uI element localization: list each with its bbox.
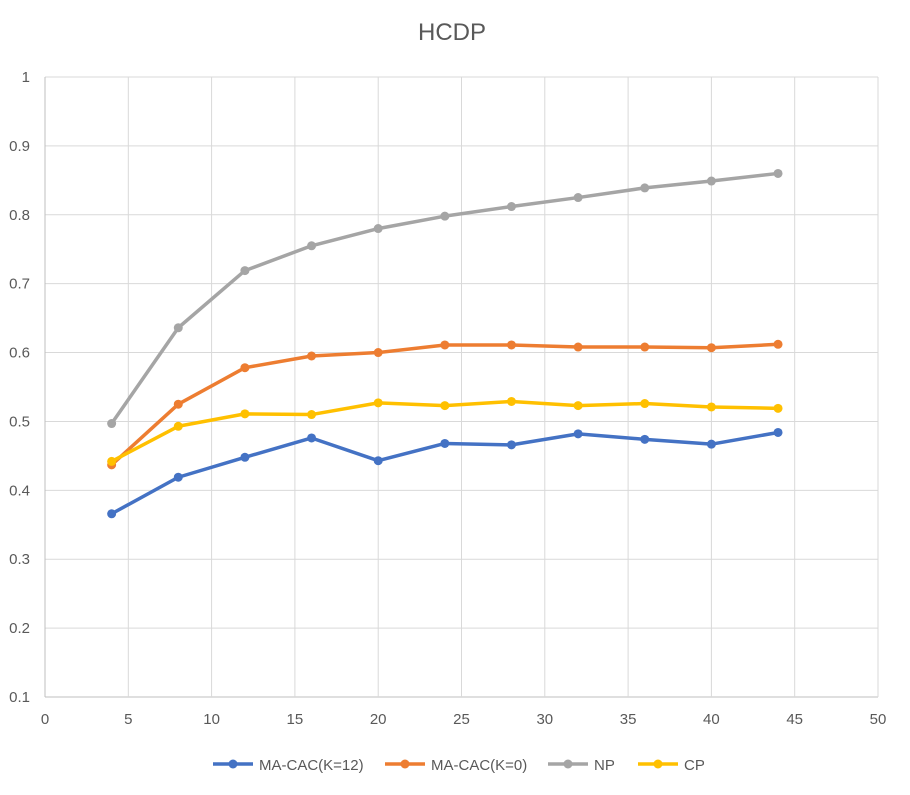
data-point — [573, 193, 583, 203]
x-tick-label: 0 — [41, 711, 49, 728]
data-point — [173, 421, 183, 431]
data-point — [240, 452, 250, 462]
x-tick-label: 25 — [453, 711, 470, 728]
data-point — [573, 342, 583, 352]
data-point — [640, 434, 650, 444]
data-point — [107, 419, 117, 429]
data-point — [173, 323, 183, 333]
data-point — [506, 340, 516, 350]
legend-label: NP — [594, 757, 615, 774]
data-point — [506, 396, 516, 406]
data-point — [706, 402, 716, 412]
legend-marker — [563, 759, 573, 769]
x-tick-label: 15 — [287, 711, 304, 728]
series-layer — [107, 168, 783, 519]
series-1 — [107, 339, 783, 470]
data-point — [773, 168, 783, 178]
data-point — [440, 401, 450, 411]
y-tick-label: 0.7 — [9, 276, 30, 293]
y-tick-label: 0.9 — [9, 138, 30, 155]
y-tick-label: 0.2 — [9, 620, 30, 637]
data-point — [440, 340, 450, 350]
data-point — [773, 427, 783, 437]
x-tick-label: 35 — [620, 711, 637, 728]
x-tick-label: 5 — [124, 711, 132, 728]
legend: MA-CAC(K=12) MA-CAC(K=0) NP CP — [213, 757, 705, 774]
data-point — [640, 399, 650, 409]
legend-item: MA-CAC(K=12) — [213, 757, 364, 774]
x-tick-labels: 0 5 10 15 20 25 30 35 40 45 50 — [41, 711, 887, 728]
data-point — [373, 456, 383, 466]
y-tick-label: 1 — [22, 69, 30, 86]
x-tick-label: 40 — [703, 711, 720, 728]
data-point — [706, 343, 716, 353]
data-point — [706, 176, 716, 186]
series-2 — [107, 168, 783, 429]
data-point — [440, 211, 450, 221]
data-point — [573, 401, 583, 411]
data-point — [440, 438, 450, 448]
data-point — [240, 266, 250, 276]
legend-item: MA-CAC(K=0) — [385, 757, 527, 774]
legend-item: CP — [638, 757, 705, 774]
data-point — [173, 472, 183, 482]
y-tick-label: 0.8 — [9, 207, 30, 224]
data-point — [640, 183, 650, 193]
data-point — [773, 339, 783, 349]
x-tick-label: 50 — [870, 711, 887, 728]
data-point — [173, 399, 183, 409]
grid-layer — [44, 76, 879, 698]
data-point — [506, 440, 516, 450]
y-tick-label: 0.6 — [9, 345, 30, 362]
y-tick-labels: 0.1 0.2 0.3 0.4 0.5 0.6 0.7 0.8 0.9 1 — [9, 69, 30, 706]
y-tick-label: 0.4 — [9, 482, 30, 499]
x-tick-label: 30 — [536, 711, 553, 728]
legend-marker — [653, 759, 663, 769]
data-point — [307, 351, 317, 361]
legend-label: MA-CAC(K=12) — [259, 757, 364, 774]
data-point — [307, 410, 317, 420]
x-tick-label: 20 — [370, 711, 387, 728]
data-point — [373, 224, 383, 234]
y-tick-label: 0.3 — [9, 551, 30, 568]
data-point — [107, 509, 117, 519]
data-point — [373, 348, 383, 358]
x-tick-label: 10 — [203, 711, 220, 728]
y-tick-label: 0.5 — [9, 413, 30, 430]
y-tick-label: 0.1 — [9, 689, 30, 706]
data-point — [240, 409, 250, 419]
data-point — [506, 202, 516, 212]
series-0 — [107, 427, 783, 519]
chart-title: HCDP — [418, 19, 486, 46]
data-point — [640, 342, 650, 352]
series-3 — [107, 396, 783, 466]
data-point — [373, 398, 383, 408]
legend-marker — [228, 759, 238, 769]
data-point — [307, 433, 317, 443]
data-point — [706, 439, 716, 449]
legend-item: NP — [548, 757, 615, 774]
data-point — [773, 403, 783, 413]
x-tick-label: 45 — [786, 711, 803, 728]
data-point — [307, 241, 317, 251]
legend-label: CP — [684, 757, 705, 774]
legend-marker — [400, 759, 410, 769]
data-point — [573, 429, 583, 439]
legend-label: MA-CAC(K=0) — [431, 757, 527, 774]
data-point — [107, 456, 117, 466]
data-point — [240, 363, 250, 373]
